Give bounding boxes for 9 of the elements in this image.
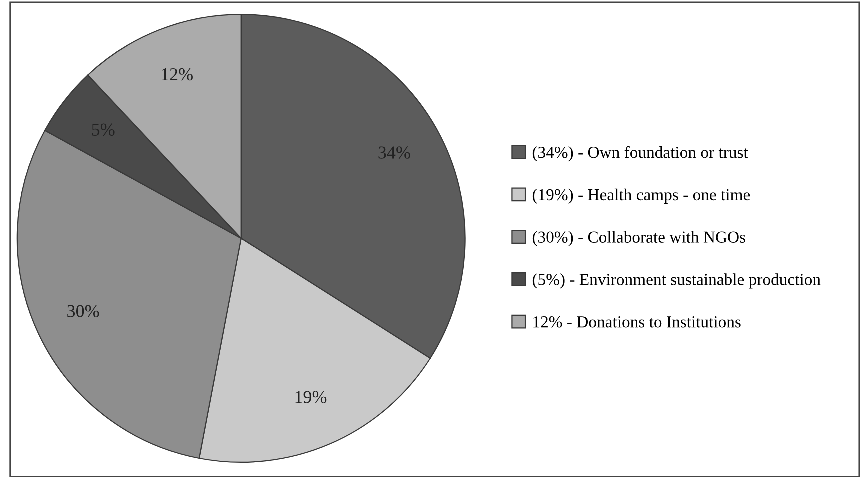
- data-label: 19%: [296, 391, 327, 404]
- data-label: 34%: [378, 146, 410, 159]
- data-label: 30%: [68, 305, 100, 318]
- data-label: 12%: [162, 68, 193, 81]
- legend-label: (19%) - Health camps - one time: [532, 188, 750, 204]
- legend-label: 12% - Donations to Institutions: [534, 316, 741, 328]
- legend-label: (30%) - Collaborate with NGOs: [532, 231, 746, 246]
- legend-label: (5%) - Environment sustainable production: [532, 274, 821, 289]
- legend-label: (34%) - Own foundation or trust: [532, 146, 748, 162]
